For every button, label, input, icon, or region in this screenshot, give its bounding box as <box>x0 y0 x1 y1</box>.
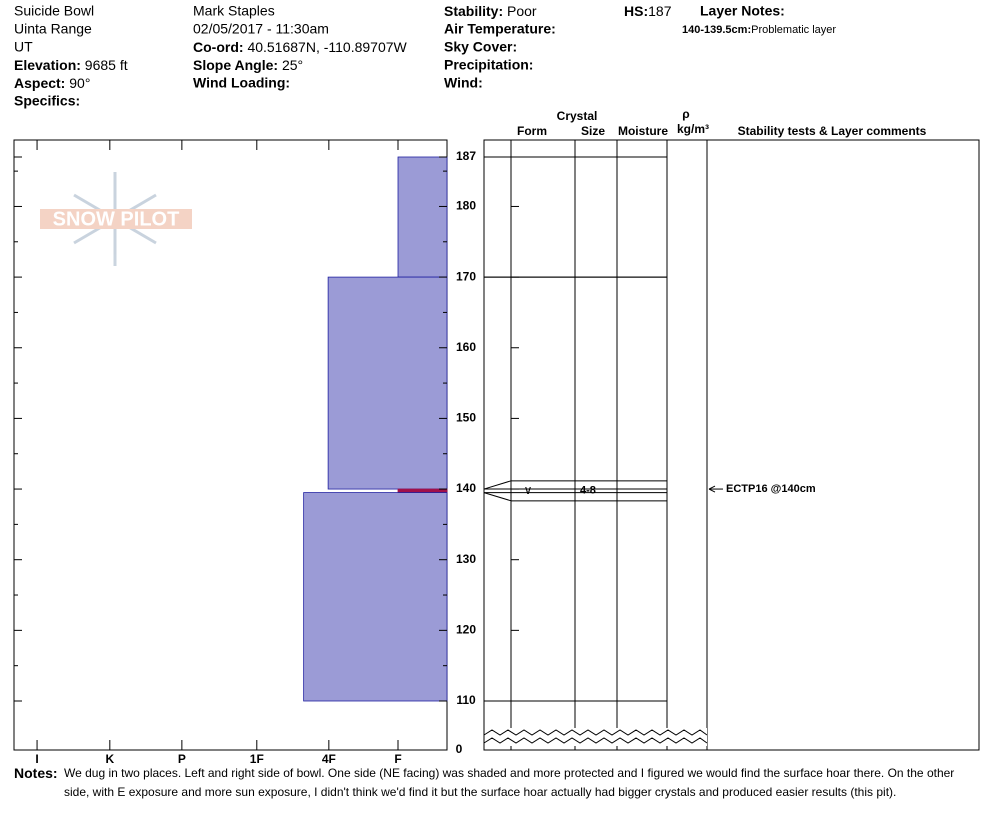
sky-cover: Sky Cover: <box>444 39 517 55</box>
size: 4-8 <box>580 485 596 497</box>
hardness-bar <box>327 276 448 490</box>
value: 25° <box>282 57 303 73</box>
wind: Wind: <box>444 75 483 91</box>
form-header: Form <box>517 124 547 138</box>
logo: SNOW PILOT <box>40 172 192 266</box>
stability: Stability: Poor <box>444 3 537 19</box>
density-unit: kg/m³ <box>677 122 709 136</box>
row-connector <box>483 480 512 490</box>
header: Suicide Bowl Uinta Range UT Elevation: 9… <box>14 3 836 109</box>
notes-label: Notes: <box>14 765 58 781</box>
notes-line: side, with E exposure and more sun expos… <box>64 785 896 799</box>
x-tick-label: K <box>105 752 114 766</box>
value: 187 <box>648 3 672 19</box>
label: Slope Angle: <box>193 57 278 73</box>
precipitation: Precipitation: <box>444 57 533 73</box>
y-tick-label: 140 <box>456 481 476 495</box>
air-temperature: Air Temperature: <box>444 21 556 37</box>
label: Aspect: <box>14 75 65 91</box>
row-connector <box>483 492 512 502</box>
hardness-bar <box>397 156 448 278</box>
aspect: Aspect: 90° <box>14 75 90 91</box>
hardness-bar <box>303 492 448 702</box>
axis-break <box>483 728 708 746</box>
size-header: Size <box>581 124 605 138</box>
column-headers: Crystal Form Size Moisture ρ kg/m³ Stabi… <box>517 107 927 138</box>
x-tick-label: P <box>178 752 186 766</box>
text: Problematic layer <box>751 24 836 36</box>
x-tick-label: F <box>394 752 401 766</box>
moisture-header: Moisture <box>618 124 668 138</box>
label: Stability: <box>444 3 503 19</box>
layer-note: 140-139.5cm:Problematic layer <box>682 24 836 36</box>
y-tick-label: 160 <box>456 340 476 354</box>
x-tick-label: 1F <box>250 752 264 766</box>
notes-line: We dug in two places. Left and right sid… <box>64 766 954 780</box>
comments-header: Stability tests & Layer comments <box>738 124 927 138</box>
x-tick-label: I <box>35 752 38 766</box>
logo-band <box>40 209 192 229</box>
observer: Mark Staples <box>193 3 275 19</box>
state: UT <box>14 39 33 55</box>
wind-loading: Wind Loading: <box>193 75 290 91</box>
y-break-label: 0 <box>456 742 463 756</box>
break-zigzag <box>483 737 708 744</box>
specifics: Specifics: <box>14 93 80 109</box>
location: Suicide Bowl <box>14 3 94 19</box>
crystal-header: Crystal <box>557 109 598 123</box>
break-mask <box>485 728 707 746</box>
logo-text: SNOW PILOT <box>53 208 180 230</box>
table-frame <box>483 139 980 751</box>
layer-notes: Layer Notes: <box>700 3 785 19</box>
density-symbol: ρ <box>682 107 689 121</box>
label: Elevation: <box>14 57 81 73</box>
datetime: 02/05/2017 - 11:30am <box>193 21 329 37</box>
y-tick-label: 130 <box>456 552 476 566</box>
label: Co-ord: <box>193 39 244 55</box>
elevation: Elevation: 9685 ft <box>14 57 128 73</box>
value: 9685 ft <box>85 57 128 73</box>
y-tick-label: 120 <box>456 623 476 637</box>
y-tick-label: 187 <box>456 149 476 163</box>
value: 90° <box>69 75 90 91</box>
arrow-head <box>708 485 716 493</box>
break-zigzag <box>483 729 708 736</box>
notes: Notes: We dug in two places. Left and rig… <box>14 765 954 799</box>
slope-angle: Slope Angle: 25° <box>193 57 303 73</box>
form: ∨ <box>524 483 533 497</box>
y-tick-label: 150 <box>456 411 476 425</box>
test-result: ECTP16 @140cm <box>726 483 816 495</box>
table-columns <box>510 140 708 750</box>
hardness-bar <box>397 488 448 493</box>
y-tick-label: 110 <box>456 693 476 707</box>
x-tick-label: 4F <box>322 752 336 766</box>
range: 140-139.5cm: <box>682 24 751 36</box>
value: 40.51687N, -110.89707W <box>247 39 407 55</box>
range: Uinta Range <box>14 21 92 37</box>
snowflake <box>73 172 157 266</box>
coord: Co-ord: 40.51687N, -110.89707W <box>193 39 408 55</box>
label: HS: <box>624 3 648 19</box>
hs: HS:187 <box>624 3 672 19</box>
y-tick-label: 170 <box>456 269 476 283</box>
y-tick-label: 180 <box>456 199 476 213</box>
value: Poor <box>507 3 537 19</box>
